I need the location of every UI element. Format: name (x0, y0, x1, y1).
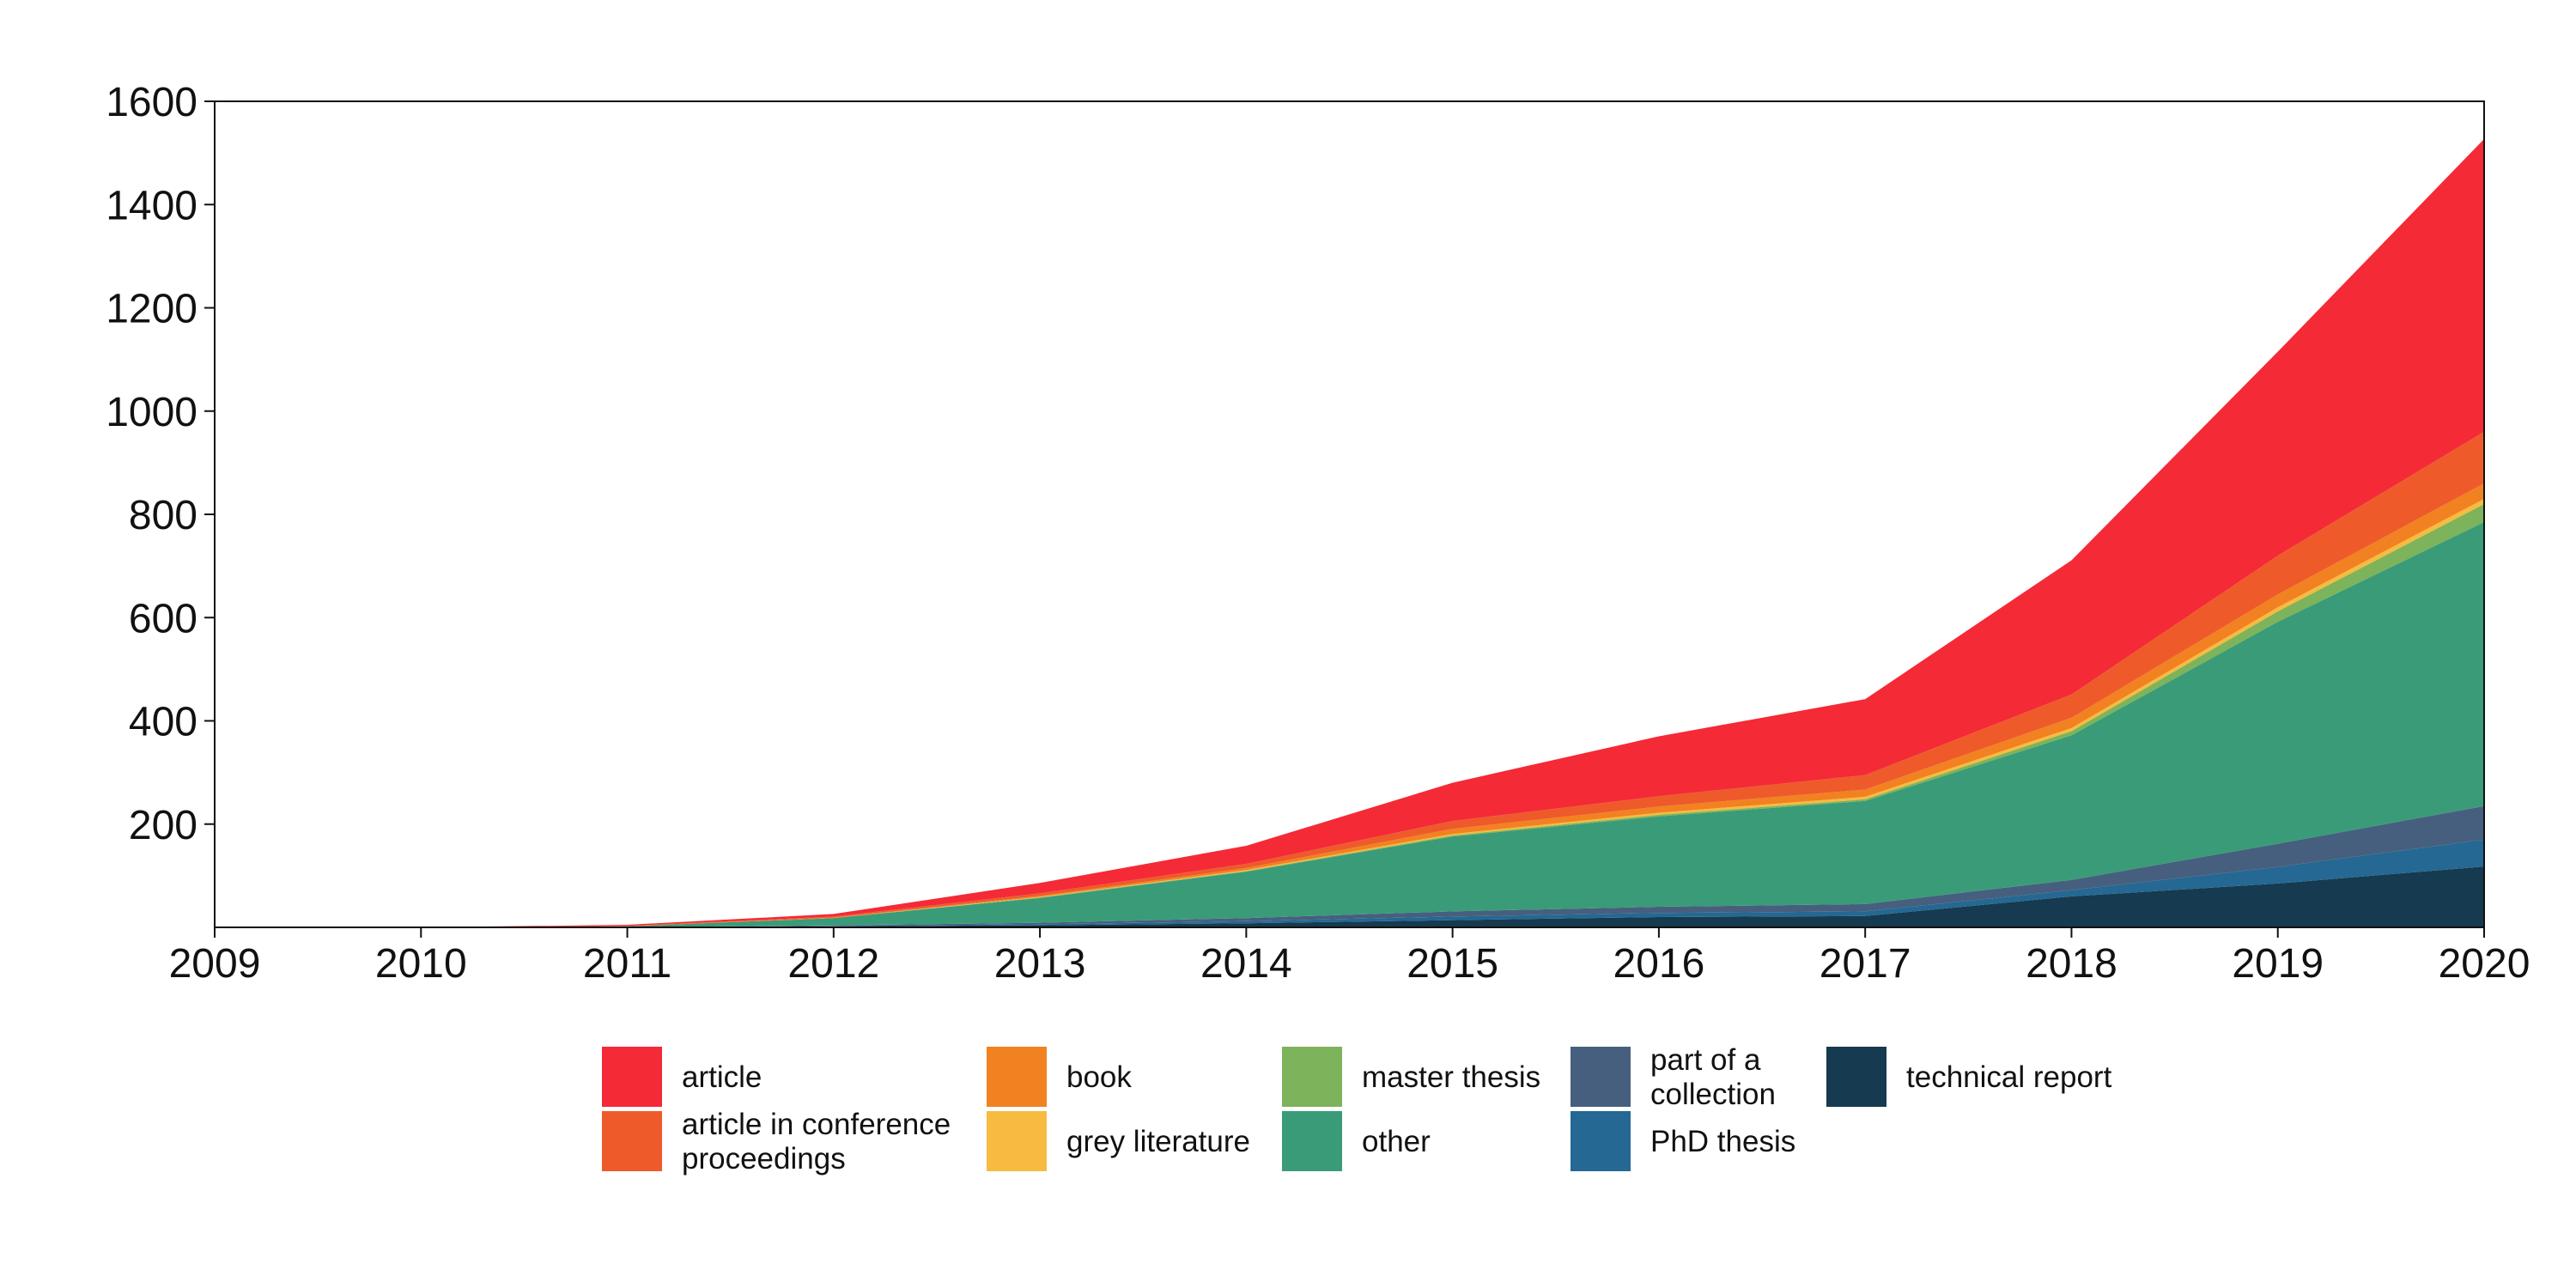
x-tick-label: 2009 (169, 941, 261, 987)
legend-swatch-master-thesis (1280, 1045, 1344, 1109)
x-tick-label: 2018 (2026, 941, 2117, 987)
x-tick-label: 2020 (2439, 941, 2530, 987)
x-tick-label: 2016 (1613, 941, 1705, 987)
y-tick-label: 800 (129, 493, 197, 538)
y-tick-label: 1400 (106, 183, 197, 228)
legend-label-grey-literature: grey literature (1066, 1125, 1250, 1158)
y-tick-label: 1600 (106, 80, 197, 125)
y-tick-label: 1200 (106, 287, 197, 332)
legend-swatch-article (600, 1045, 664, 1109)
x-tick-label: 2017 (1820, 941, 1911, 987)
area-article (215, 138, 2484, 927)
legend-label-book: book (1066, 1060, 1132, 1094)
x-tick-label: 2013 (994, 941, 1086, 987)
legend-swatch-part-of-a-collection (1569, 1045, 1632, 1109)
legend-swatch-other (1280, 1109, 1344, 1173)
area-other (215, 522, 2484, 927)
legend-label-phd-thesis: PhD thesis (1650, 1125, 1795, 1158)
legend-swatch-book (985, 1045, 1048, 1109)
legend-label-part-of-a-collection: part of a collection (1650, 1043, 1776, 1111)
legend-swatch-grey-literature (985, 1109, 1048, 1173)
x-tick-label: 2019 (2232, 941, 2324, 987)
axes-layer: 200 400 600 800 1000 1200 1400 1600 2009 2010 2011… (106, 80, 2530, 987)
x-tick-label: 2015 (1406, 941, 1498, 987)
x-tick-label: 2011 (583, 941, 671, 987)
legend-label-other: other (1362, 1125, 1431, 1158)
y-tick-label: 1000 (106, 390, 197, 435)
area-technical-report (215, 866, 2484, 927)
legend: article article in conference proceedings b… (600, 1043, 2112, 1176)
y-tick-label: 400 (129, 700, 197, 745)
legend-label-technical-report: technical report (1906, 1060, 2112, 1094)
y-tick-label: 200 (129, 803, 197, 848)
legend-label-master-thesis: master thesis (1362, 1060, 1540, 1094)
x-tick-label: 2014 (1200, 941, 1292, 987)
legend-label-article-in-conference-proceedings: article in conference proceedings (682, 1108, 951, 1176)
legend-swatch-article-in-conference-proceedings (600, 1109, 664, 1173)
y-tick-label: 600 (129, 596, 197, 641)
legend-swatch-technical-report (1825, 1045, 1888, 1109)
legend-swatch-phd-thesis (1569, 1109, 1632, 1173)
x-tick-label: 2012 (787, 941, 879, 987)
areas-layer (215, 138, 2484, 927)
legend-label-article: article (682, 1060, 762, 1094)
x-tick-label: 2010 (375, 941, 467, 987)
